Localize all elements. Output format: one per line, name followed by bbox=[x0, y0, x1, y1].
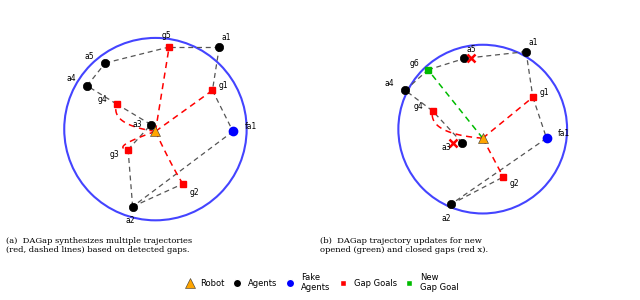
Text: (b)  DAGap trajectory updates for new
opened (green) and closed gaps (red x).: (b) DAGap trajectory updates for new ope… bbox=[320, 237, 488, 254]
Text: a1: a1 bbox=[221, 33, 231, 42]
Text: fa1: fa1 bbox=[558, 129, 570, 138]
Text: (a)  DAGap synthesizes multiple trajectories
(red, dashed lines) based on detect: (a) DAGap synthesizes multiple trajector… bbox=[6, 237, 193, 254]
Text: a1: a1 bbox=[528, 38, 538, 47]
Text: g5: g5 bbox=[162, 31, 172, 40]
Text: a5: a5 bbox=[84, 52, 94, 61]
Text: g6: g6 bbox=[410, 58, 419, 68]
Text: a4: a4 bbox=[67, 74, 76, 83]
Text: a5: a5 bbox=[467, 45, 476, 54]
Text: g1: g1 bbox=[540, 88, 549, 97]
Text: g1: g1 bbox=[219, 81, 228, 90]
Text: g2: g2 bbox=[189, 188, 199, 197]
Text: a2: a2 bbox=[442, 214, 451, 223]
Legend: Robot, Agents, Fake
Agents, Gap Goals, New
Gap Goal: Robot, Agents, Fake Agents, Gap Goals, N… bbox=[178, 270, 462, 296]
Text: g3: g3 bbox=[109, 150, 119, 159]
Text: g2: g2 bbox=[510, 179, 520, 188]
Text: g4: g4 bbox=[98, 95, 108, 104]
Text: a2: a2 bbox=[125, 216, 135, 225]
Text: g4: g4 bbox=[414, 102, 424, 111]
Text: a3: a3 bbox=[442, 143, 451, 152]
Text: fa1: fa1 bbox=[244, 122, 257, 131]
Text: a4: a4 bbox=[385, 79, 394, 88]
Text: a3: a3 bbox=[132, 120, 142, 129]
